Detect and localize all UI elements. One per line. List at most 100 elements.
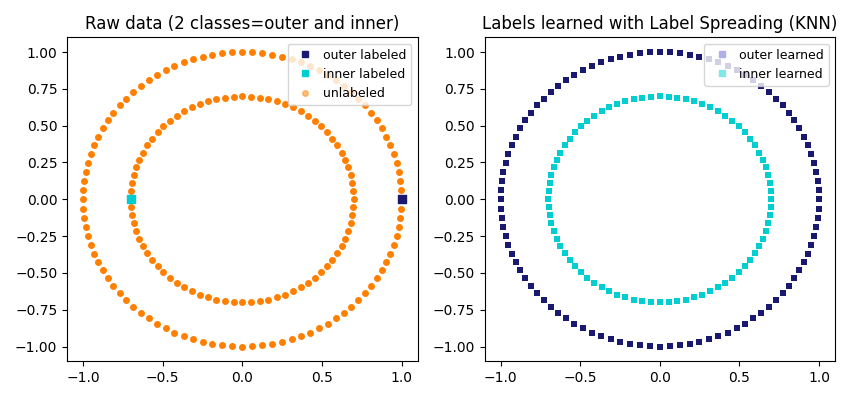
Point [124,196,138,202]
Point [101,117,115,124]
Point [380,259,394,265]
Point [524,110,538,116]
Point [764,196,778,202]
Point [496,168,510,175]
Point [136,243,150,249]
Point [732,269,745,275]
Point [574,269,587,275]
Point [495,178,508,184]
Point [338,157,352,163]
Point [329,77,343,83]
Point [392,168,405,175]
Point [581,274,594,281]
Point [787,117,801,124]
Point [253,298,267,304]
Title: Raw data (2 classes=outer and inner): Raw data (2 classes=outer and inner) [85,15,400,33]
Point [344,220,358,226]
Point [585,329,598,336]
Point [524,283,538,289]
Point [614,54,627,60]
Point [505,250,518,257]
Point [627,296,641,303]
Point [673,50,687,56]
Point [225,49,239,56]
Point [383,142,397,148]
Point [235,299,249,306]
Point [285,56,298,62]
Point [530,290,544,296]
Point [331,250,344,256]
Point [702,336,716,342]
Point [730,67,744,74]
Point [762,220,775,226]
Point [84,151,98,157]
Point [494,187,507,193]
Point [568,72,581,78]
Point [286,104,300,111]
Point [787,275,801,282]
Point [119,95,133,102]
Point [695,291,709,298]
Point [623,52,637,58]
Point [662,93,676,100]
Point [752,243,766,249]
Point [499,233,513,239]
Point [342,164,355,171]
Point [653,299,666,306]
Point [150,72,164,78]
Point [594,59,608,66]
Point [177,59,190,66]
Point [365,283,378,289]
Point [390,233,404,239]
Point [619,98,632,104]
Point [320,320,334,327]
Point [746,77,760,83]
Point [604,56,617,62]
Point [797,259,811,265]
Point [782,283,796,289]
Point [394,178,407,184]
Point [301,113,314,119]
Point [128,172,141,178]
Point [145,136,159,142]
Point [782,110,796,116]
Point [711,284,725,290]
Point [178,108,191,115]
Point [129,164,143,171]
Point [177,333,190,340]
Point [346,180,360,186]
Point [704,288,717,294]
Point [394,214,407,221]
Point [568,320,581,327]
Point [347,196,360,202]
Point [167,329,181,336]
Point [170,113,184,119]
Point [96,267,110,274]
Point [344,89,358,95]
Point [496,224,510,230]
Point [312,325,326,332]
Point [216,342,230,348]
Point [128,220,141,226]
Point [683,52,696,58]
Point [541,196,555,202]
Point [502,151,515,157]
Point [581,118,594,124]
Point [134,83,148,89]
Point [308,118,321,124]
Point [320,72,334,78]
Point [711,108,725,115]
Point [244,93,258,100]
Point [804,151,818,157]
Point [185,104,199,111]
Point [804,242,818,248]
Point [494,205,507,212]
Point [256,342,269,348]
Point [106,283,120,289]
Point [196,54,209,60]
Point [550,157,564,163]
Point [225,343,239,350]
Point [338,236,352,242]
Point [671,94,684,101]
Point [587,113,601,119]
